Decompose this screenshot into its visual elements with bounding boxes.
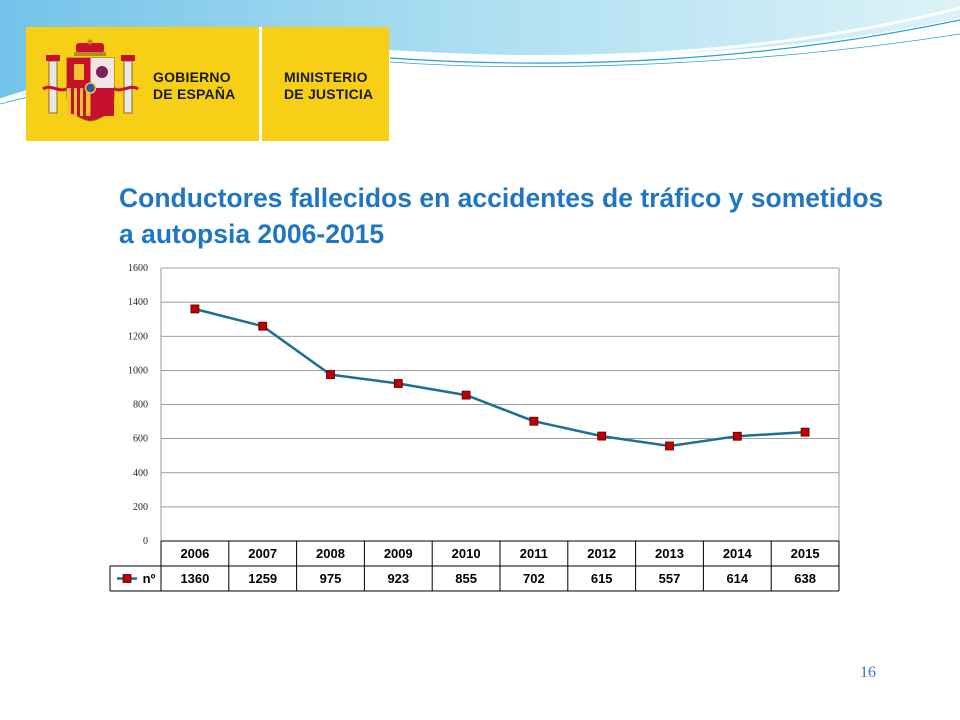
government-logo: GOBIERNO DE ESPAÑA MINISTERIO DE JUSTICI… — [26, 27, 389, 141]
chart-gridlines — [160, 267, 840, 542]
x-category-label: 2006 — [180, 546, 209, 561]
legend-marker-key — [122, 574, 132, 583]
data-point-marker — [258, 321, 268, 331]
data-point-marker — [393, 379, 403, 388]
y-tick-label: 200 — [133, 502, 148, 513]
logo-line-1: GOBIERNO — [153, 69, 231, 85]
y-axis-tick-labels: 0 200 400 600 800 1000 1200 1400 1600 — [128, 263, 148, 547]
x-category-label: 2013 — [655, 546, 684, 561]
x-category-label: 2011 — [520, 546, 548, 561]
data-point-marker — [190, 304, 200, 314]
y-tick-label: 1000 — [128, 365, 148, 376]
series-line — [194, 307, 806, 448]
data-value-label: 1360 — [180, 571, 209, 586]
data-value-label: 614 — [726, 571, 748, 586]
coat-of-arms-icon — [42, 39, 139, 122]
data-point-marker — [529, 416, 539, 426]
y-tick-label: 800 — [133, 400, 148, 411]
page-number: 16 — [860, 664, 876, 681]
y-tick-label: 1200 — [128, 331, 148, 342]
logo-line-2: DE ESPAÑA — [153, 86, 236, 102]
logo-line-4: DE JUSTICIA — [284, 86, 374, 102]
data-value-label: 615 — [591, 571, 613, 586]
y-tick-label: 1400 — [128, 297, 148, 308]
slide-title: Conductores fallecidos en accidentes de … — [119, 183, 884, 249]
x-category-label: 2007 — [248, 546, 277, 561]
data-value-label: 702 — [523, 571, 545, 586]
x-category-label: 2014 — [723, 546, 753, 561]
x-category-label: 2008 — [316, 546, 345, 561]
data-point-marker — [732, 431, 742, 441]
data-point-marker — [326, 370, 335, 380]
y-tick-label: 1600 — [128, 263, 148, 274]
series-line-layer — [194, 307, 806, 448]
data-table: 2006 2007 2008 2009 2010 2011 2012 2013 2014 2015… — [109, 540, 840, 592]
data-point-marker — [461, 390, 471, 400]
x-category-label: 2009 — [384, 546, 413, 561]
data-point-marker — [800, 427, 810, 437]
y-tick-label: 600 — [133, 434, 148, 445]
data-point-marker — [665, 441, 674, 451]
y-tick-label: 400 — [133, 468, 148, 479]
data-value-label: 1259 — [248, 571, 277, 586]
data-value-label: 855 — [455, 571, 477, 586]
data-value-label: 557 — [659, 571, 681, 586]
logo-line-3: MINISTERIO — [284, 69, 368, 85]
x-category-label: 2012 — [587, 546, 616, 561]
x-category-label: 2015 — [791, 546, 820, 561]
x-category-label: 2010 — [452, 546, 481, 561]
data-value-label: 638 — [794, 571, 816, 586]
y-tick-label: 0 — [143, 536, 148, 547]
legend-series-name: nº — [143, 571, 156, 586]
data-value-label: 923 — [387, 571, 409, 586]
series-markers — [190, 304, 810, 451]
logo-ministerio-text: MINISTERIO DE JUSTICIA — [284, 69, 373, 103]
data-value-label: 975 — [320, 571, 342, 586]
logo-divider — [259, 27, 262, 141]
data-point-marker — [597, 431, 607, 441]
logo-gobierno-text: GOBIERNO DE ESPAÑA — [153, 69, 235, 103]
